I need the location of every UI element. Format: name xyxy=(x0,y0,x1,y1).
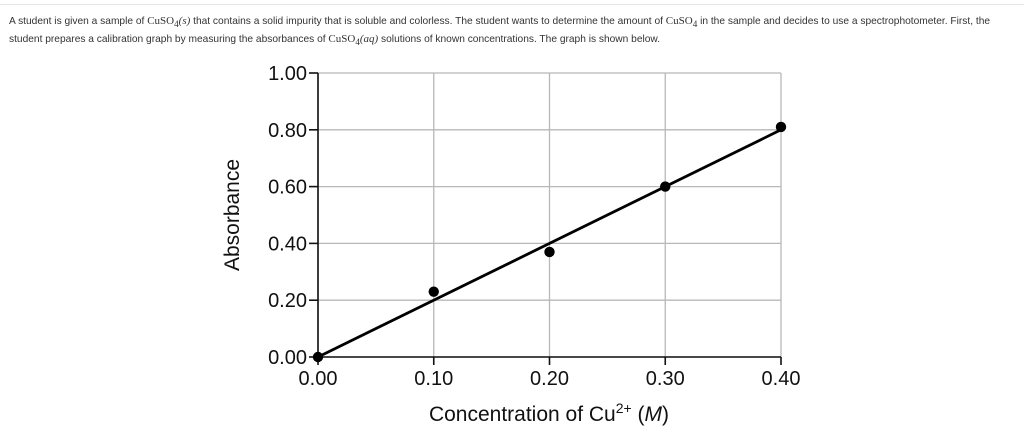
fit-line xyxy=(317,128,782,359)
grid-lines xyxy=(317,72,782,358)
y-tick-label: 0.00 xyxy=(268,347,307,369)
x-tick-label: 0.20 xyxy=(530,368,569,390)
formula-cuso4-solid: CuSO4(s) xyxy=(147,15,191,30)
y-tick-label: 0.80 xyxy=(268,120,307,142)
data-point xyxy=(428,286,439,297)
y-tick-label: 0.40 xyxy=(268,233,307,255)
tick-marks xyxy=(309,72,782,365)
top-divider xyxy=(0,4,1024,5)
formula-cuso4-aqueous: CuSO4(aq) xyxy=(328,33,379,48)
formula-cuso4: CuSO4 xyxy=(665,15,698,30)
question-text: A student is given a sample of CuSO4(s) … xyxy=(9,15,991,48)
x-tick-label: 0.00 xyxy=(299,368,338,390)
data-point xyxy=(775,121,787,133)
x-tick-label: 0.30 xyxy=(646,368,685,390)
x-tick-label: 0.40 xyxy=(762,368,801,390)
y-tick-label: 0.20 xyxy=(268,290,307,312)
data-points xyxy=(312,121,787,363)
y-tick-label: 1.00 xyxy=(268,63,307,85)
tick-labels: 0.00 0.20 0.40 0.60 0.80 1.00 0.00 0.10 0.20 0.30… xyxy=(268,63,800,390)
fit-line-group xyxy=(317,128,782,359)
data-point xyxy=(544,246,555,258)
x-tick-label: 0.10 xyxy=(414,368,453,390)
x-axis-title: Concentration of Cu2+ (M) xyxy=(429,400,669,426)
data-point xyxy=(312,351,324,363)
data-point xyxy=(660,181,671,192)
y-tick-label: 0.60 xyxy=(268,177,307,199)
y-axis-title: Absorbance xyxy=(221,159,244,271)
